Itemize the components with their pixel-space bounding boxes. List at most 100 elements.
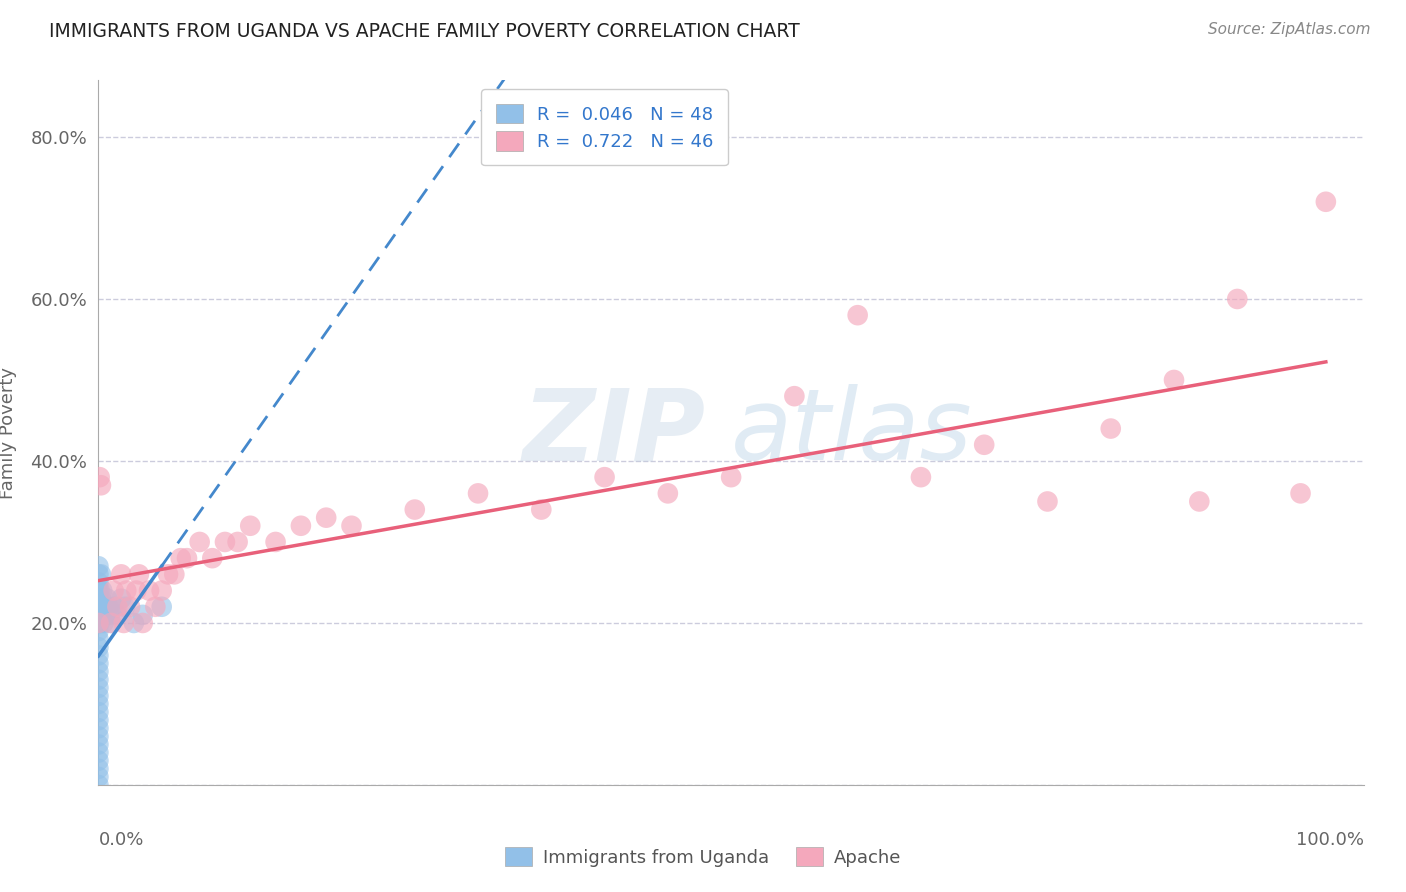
Legend: R =  0.046   N = 48, R =  0.722   N = 46: R = 0.046 N = 48, R = 0.722 N = 46 (481, 89, 728, 165)
Point (132, 615, 155, 630)
Text: atlas: atlas (731, 384, 973, 481)
Point (110, 567, 132, 582)
Point (112, 615, 135, 630)
Point (201, 551, 224, 566)
Point (87, 657, 110, 671)
Point (98, 607, 121, 622)
Point (87, 607, 110, 622)
Point (89, 470, 111, 484)
Point (87, 730, 110, 744)
Point (87, 770, 110, 784)
Point (87, 615, 110, 630)
Point (87, 648, 110, 663)
Point (87, 713, 110, 727)
Point (87, 721, 110, 735)
Point (340, 518, 363, 533)
Point (239, 518, 262, 533)
Point (150, 599, 173, 614)
Point (91, 583, 114, 598)
Point (846, 308, 869, 322)
Point (87, 665, 110, 679)
Point (110, 591, 132, 606)
Point (89, 599, 111, 614)
Point (87, 567, 110, 582)
Point (1315, 194, 1337, 209)
Point (132, 607, 155, 622)
Point (90, 567, 112, 582)
Point (467, 486, 489, 500)
Point (87, 575, 110, 590)
Point (593, 470, 616, 484)
Point (163, 567, 186, 582)
Point (87, 640, 110, 655)
Point (122, 615, 145, 630)
Legend: Immigrants from Uganda, Apache: Immigrants from Uganda, Apache (498, 840, 908, 874)
Point (138, 583, 160, 598)
Point (87, 681, 110, 695)
Text: ZIP: ZIP (523, 384, 706, 481)
Point (89, 615, 111, 630)
Point (1036, 494, 1059, 508)
Point (1163, 373, 1185, 387)
Text: 100.0%: 100.0% (1296, 830, 1364, 849)
Point (87, 624, 110, 638)
Text: 0.0%: 0.0% (98, 830, 143, 849)
Point (125, 583, 148, 598)
Text: Source: ZipAtlas.com: Source: ZipAtlas.com (1208, 22, 1371, 37)
Point (87, 689, 110, 703)
Point (290, 518, 312, 533)
Point (90, 591, 112, 606)
Point (115, 583, 138, 598)
Point (1226, 292, 1249, 306)
Point (93, 615, 115, 630)
Point (103, 583, 125, 598)
Point (87, 559, 110, 574)
Point (87, 746, 110, 760)
Text: IMMIGRANTS FROM UGANDA VS APACHE FAMILY POVERTY CORRELATION CHART: IMMIGRANTS FROM UGANDA VS APACHE FAMILY … (49, 22, 800, 41)
Point (100, 615, 122, 630)
Point (188, 535, 211, 549)
Point (94, 599, 117, 614)
Point (107, 607, 129, 622)
Point (87, 673, 110, 687)
Point (90, 478, 112, 492)
Point (120, 599, 141, 614)
Point (176, 551, 198, 566)
Point (97, 599, 120, 614)
Point (530, 502, 553, 516)
Point (107, 599, 129, 614)
Point (226, 535, 249, 549)
Point (150, 583, 173, 598)
Point (87, 599, 110, 614)
Point (157, 567, 180, 582)
Point (1289, 486, 1312, 500)
Point (783, 389, 806, 403)
Point (87, 615, 110, 630)
Point (96, 591, 118, 606)
Point (1188, 494, 1211, 508)
Y-axis label: Family Poverty: Family Poverty (0, 367, 17, 499)
Point (404, 502, 426, 516)
Point (89, 583, 111, 598)
Point (720, 470, 742, 484)
Point (87, 705, 110, 719)
Point (87, 754, 110, 768)
Point (87, 778, 110, 792)
Point (87, 632, 110, 647)
Point (264, 535, 287, 549)
Point (145, 599, 166, 614)
Point (169, 551, 191, 566)
Point (103, 599, 125, 614)
Point (87, 697, 110, 711)
Point (910, 470, 932, 484)
Point (973, 438, 995, 452)
Point (93, 607, 117, 622)
Point (214, 535, 236, 549)
Point (1099, 421, 1122, 435)
Point (114, 599, 136, 614)
Point (87, 591, 110, 606)
Point (87, 762, 110, 776)
Point (87, 583, 110, 598)
Point (100, 615, 122, 630)
Point (315, 510, 337, 524)
